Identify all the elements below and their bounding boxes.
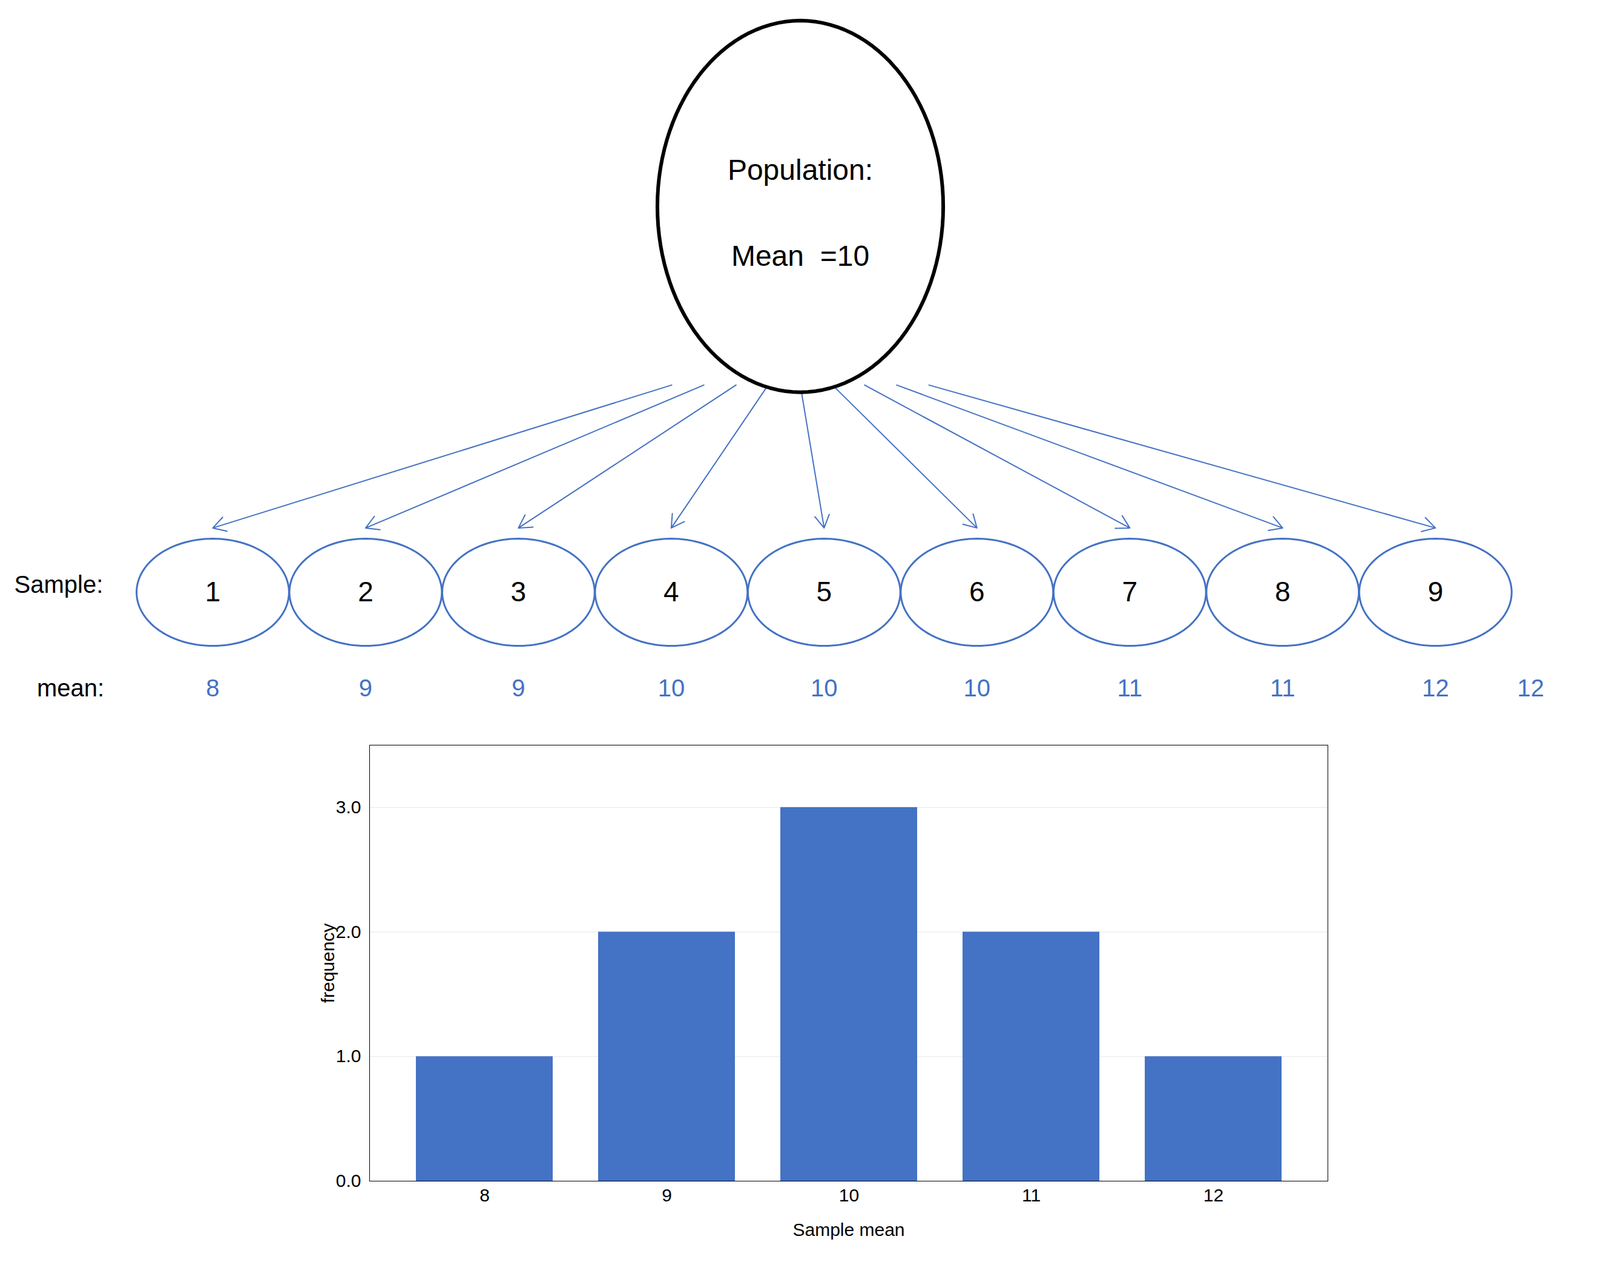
svg-text:11: 11	[1021, 1184, 1041, 1205]
svg-text:Sample mean: Sample mean	[792, 1219, 905, 1240]
svg-text:Population:: Population:	[727, 153, 873, 186]
svg-text:11: 11	[1270, 674, 1296, 702]
svg-text:9: 9	[1427, 575, 1444, 608]
svg-text:12: 12	[1422, 674, 1450, 702]
svg-text:12: 12	[1517, 674, 1545, 702]
svg-text:1: 1	[205, 575, 221, 608]
svg-text:7: 7	[1121, 575, 1138, 608]
svg-text:8: 8	[205, 674, 220, 702]
svg-text:9: 9	[358, 674, 373, 702]
svg-text:1.0: 1.0	[335, 1045, 362, 1066]
svg-text:0.0: 0.0	[335, 1170, 362, 1191]
svg-text:10: 10	[963, 674, 991, 702]
svg-text:Mean =10: Mean =10	[731, 239, 870, 272]
svg-text:mean:: mean:	[30, 674, 105, 702]
svg-text:10: 10	[810, 674, 838, 702]
svg-text:frequency: frequency	[317, 923, 338, 1004]
svg-text:2.0: 2.0	[335, 921, 362, 942]
svg-text:12: 12	[1203, 1184, 1224, 1205]
svg-text:4: 4	[663, 575, 680, 608]
svg-text:10: 10	[658, 674, 686, 702]
svg-text:10: 10	[839, 1184, 860, 1205]
svg-text:Sample:: Sample:	[14, 570, 104, 598]
svg-text:9: 9	[661, 1184, 672, 1205]
svg-text:6: 6	[969, 575, 985, 608]
svg-text:8: 8	[1274, 575, 1291, 608]
svg-text:11: 11	[1117, 674, 1143, 702]
svg-text:9: 9	[511, 674, 525, 702]
svg-text:8: 8	[479, 1184, 490, 1205]
svg-text:3: 3	[510, 575, 527, 608]
svg-text:5: 5	[816, 575, 833, 608]
svg-text:3.0: 3.0	[335, 796, 362, 817]
svg-text:2: 2	[357, 575, 374, 608]
